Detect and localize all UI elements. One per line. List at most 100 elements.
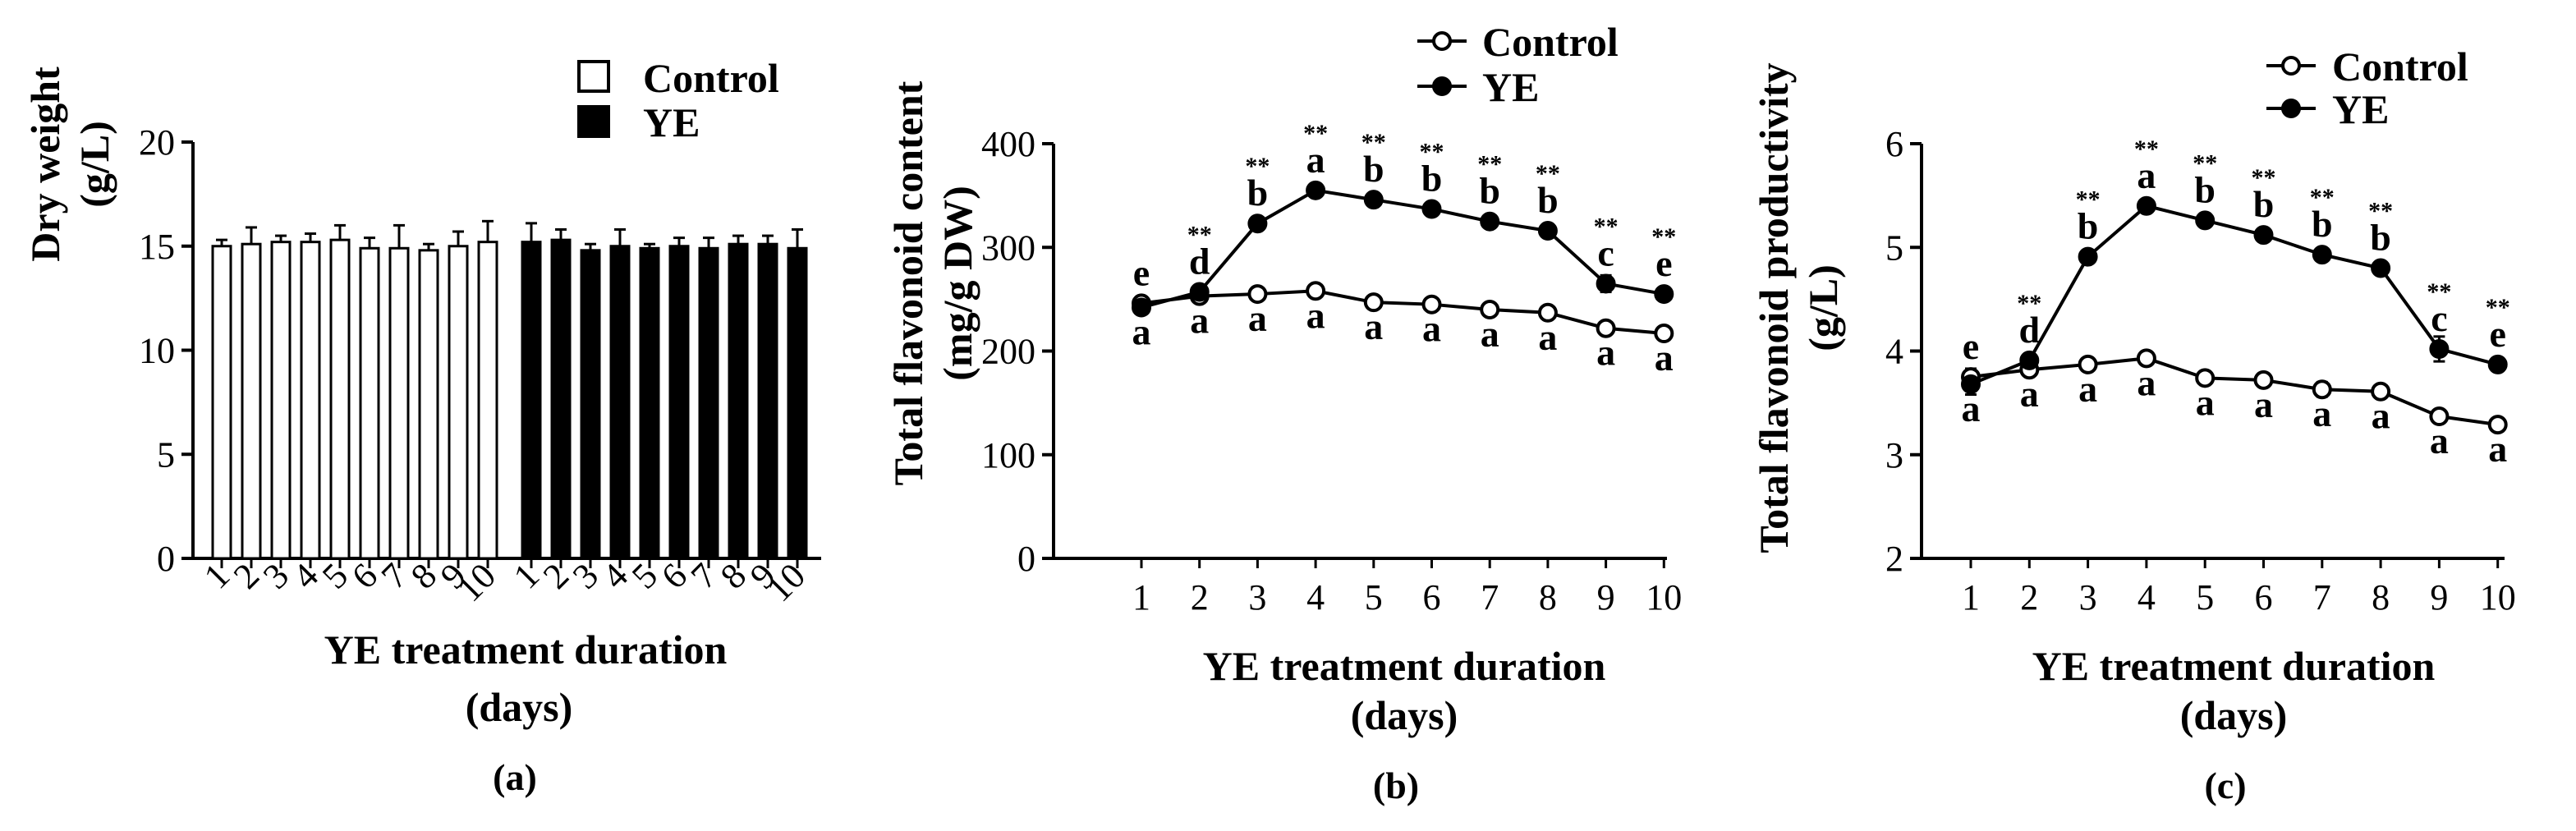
- panel-a-bar-ye: [757, 242, 778, 560]
- panel-b-point-control: [1363, 292, 1384, 313]
- panel-c-legend-ye-label: YE: [2332, 86, 2389, 132]
- panel-c-point-ye: [2429, 338, 2450, 359]
- panel-c-point-ye: [2136, 195, 2156, 216]
- panel-c-point-control: [2253, 370, 2274, 390]
- panel-c-ytick-label: 3: [1885, 435, 1903, 475]
- panel-c-xtick-label: 5: [2196, 577, 2214, 618]
- panel-c-significance: **: [2427, 278, 2451, 305]
- panel-c-xlabel-units: (days): [2180, 692, 2288, 738]
- panel-b-significance: **: [1651, 223, 1676, 250]
- panel-b-point-control: [1247, 284, 1268, 305]
- panel-a-bar-ye: [521, 241, 542, 560]
- panel-c-letter-control: a: [1962, 388, 1981, 429]
- panel-b-point-control: [1537, 302, 1558, 323]
- panel-c-point-ye: [2078, 246, 2098, 267]
- panel-c-significance: **: [2134, 135, 2159, 163]
- panel-b-point-ye: [1189, 282, 1210, 302]
- panel-b-xtick-label: 1: [1132, 577, 1150, 618]
- panel-b-xlabel: YE treatment duration: [1203, 643, 1606, 689]
- panel-c-xtick-label: 6: [2255, 577, 2273, 618]
- panel-b-xtick-label: 9: [1597, 577, 1615, 618]
- panel-c-ylabel: Total flavonoid productivity: [1751, 62, 1797, 553]
- panel-b-letter-control: a: [1132, 310, 1151, 352]
- panel-a-bar-control: [211, 245, 232, 560]
- panel-b-letter-ye: d: [1189, 241, 1210, 282]
- panel-b-significance: **: [1420, 139, 1444, 166]
- panel-c-ytick-label: 5: [1885, 227, 1903, 268]
- panel-b-letter-control: a: [1306, 294, 1325, 336]
- panel-b-point-ye: [1306, 180, 1326, 200]
- panel-b-letter-control: a: [1596, 332, 1615, 374]
- panel-b-line-control: [1141, 289, 1665, 336]
- panel-c-letter-control: a: [2020, 373, 2039, 415]
- panel-c-letter-control: a: [2196, 381, 2215, 423]
- panel-c-point-control: [2487, 415, 2508, 435]
- panel-c-letter-control: a: [2430, 420, 2449, 461]
- panel-c-letter-control: a: [2488, 428, 2507, 470]
- panel-b-significance: **: [1187, 222, 1212, 249]
- panel-c-letter-ye: d: [2019, 309, 2041, 351]
- panel-c-letter-control: a: [2137, 361, 2156, 403]
- panel-c-point-control: [2371, 381, 2391, 402]
- panel-b-letter-control: a: [1364, 305, 1383, 347]
- panel-c-legend-ye-marker: [2281, 99, 2301, 118]
- panel-a-ytick-label: 0: [157, 539, 175, 579]
- panel-a-bar-control: [418, 249, 439, 560]
- panel-c-letter-ye: a: [2137, 154, 2156, 196]
- panel-b-point-ye: [1421, 199, 1442, 219]
- panel-c-point-ye: [2019, 350, 2040, 370]
- panel-a-bars: [211, 219, 808, 560]
- panel-c-point-ye: [2371, 258, 2391, 278]
- panel-b-ytick-label: 300: [981, 227, 1035, 268]
- panel-b-significance: **: [1245, 153, 1270, 180]
- panel-b-point-ye: [1247, 213, 1268, 234]
- panel-a-legend: Control YE: [577, 55, 779, 145]
- panel-c-xtick-label: 9: [2430, 577, 2448, 618]
- panel-b-legend-control-label: Control: [1482, 19, 1619, 65]
- panel-b-point-control: [1306, 281, 1326, 301]
- panel-b-letter-control: a: [1655, 337, 1674, 379]
- panel-a-bar-ye: [639, 246, 660, 560]
- panel-a-ytick-label: 15: [139, 227, 175, 267]
- panel-b-line-ye: [1141, 188, 1665, 310]
- panel-b-letter-ye: b: [1479, 170, 1500, 212]
- panel-b-letter-ye: e: [1133, 251, 1150, 293]
- panel-b-xtick-label: 4: [1306, 577, 1325, 618]
- panel-c-letter-ye: b: [2253, 183, 2275, 225]
- panel-a-ytick-label: 5: [157, 434, 175, 475]
- panel-b-ytick-label: 400: [981, 124, 1035, 164]
- panel-c-letter-control: a: [2372, 395, 2390, 437]
- panel-a-bar-ye: [609, 245, 631, 560]
- panel-b-letter-ye: b: [1363, 148, 1384, 190]
- panel-a-ytick-label: 10: [139, 331, 175, 371]
- panel-a-bar-control: [359, 246, 380, 560]
- panel-a-yticks: 0 5 10 15 20: [139, 122, 193, 579]
- panel-b-letter-control: a: [1248, 297, 1267, 339]
- panel-b-point-ye: [1480, 211, 1500, 232]
- panel-c-legend-control-marker: [2281, 56, 2301, 76]
- panel-a-ytick-label: 20: [139, 122, 175, 163]
- panel-b-point-ye: [1132, 297, 1151, 318]
- panel-b-significance: **: [1303, 120, 1328, 147]
- panel-b-significance: **: [1361, 129, 1386, 156]
- panel-b-axes: 0 100 200 300 400 1 2 3 4 5 6 7 8 9 10: [981, 124, 1682, 618]
- panel-c-point-control: [2429, 406, 2450, 427]
- panel-b-xlabel-units: (days): [1351, 692, 1458, 738]
- panel-c-letter-ye: b: [2078, 205, 2099, 247]
- panel-b-legend-control-marker: [1432, 31, 1452, 51]
- panel-b-xtick-label: 3: [1248, 577, 1266, 618]
- panel-c-point-control: [2078, 354, 2098, 374]
- panel-b-xtick-label: 6: [1423, 577, 1441, 618]
- panel-b-legend: Control YE: [1417, 19, 1619, 110]
- panel-b-significance: **: [1594, 213, 1619, 240]
- panel-a-ylabel: Dry weight: [22, 67, 68, 262]
- panel-c-ytick-label: 4: [1885, 332, 1903, 372]
- panel-b-ytick-label: 200: [981, 332, 1035, 372]
- panel-b-point-ye: [1596, 273, 1616, 294]
- panel-c-point-control: [2195, 368, 2216, 388]
